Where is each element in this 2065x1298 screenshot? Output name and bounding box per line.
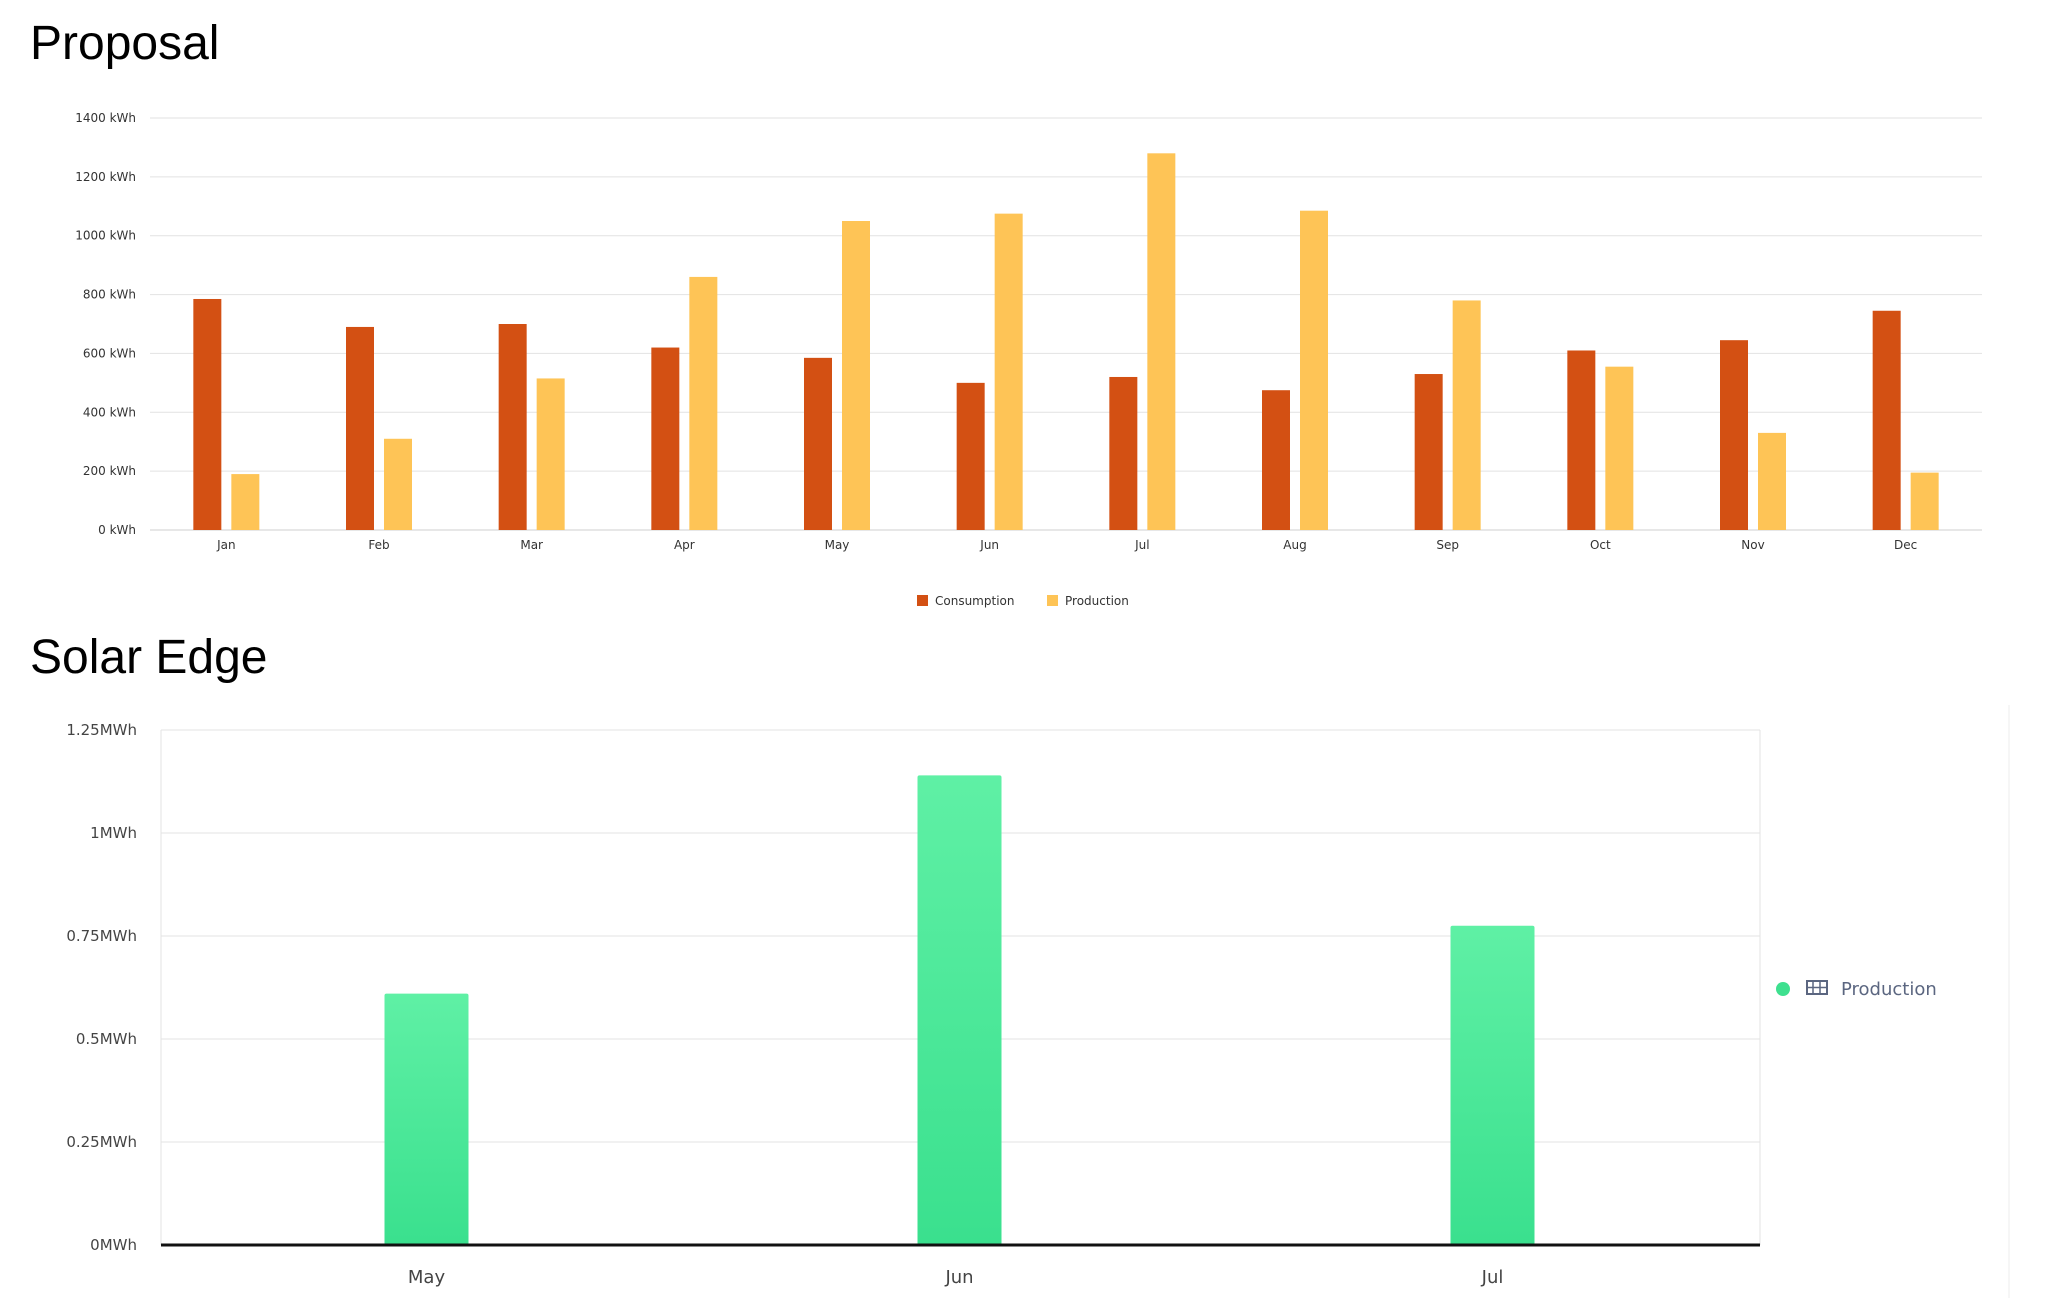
bar-consumption-dec (1872, 310, 1901, 530)
y-tick-label: 0.5MWh (76, 1030, 137, 1048)
x-tick-label: Dec (1894, 538, 1917, 552)
x-tick-label: Apr (674, 538, 695, 552)
y-tick-label: 0 kWh (98, 523, 136, 537)
bar-consumption-apr (651, 347, 680, 530)
bar-production-mar (536, 378, 565, 530)
legend-swatch-production (1047, 595, 1058, 606)
bar-consumption-aug (1262, 390, 1290, 530)
y-tick-label: 0.75MWh (66, 927, 137, 945)
y-tick-label: 200 kWh (83, 464, 136, 478)
bar-consumption-jan (193, 298, 222, 530)
bar-production-sep (1452, 300, 1481, 530)
x-tick-label: Jun (944, 1267, 973, 1288)
bar-production-jul (1450, 925, 1535, 1245)
bar-consumption-jul (1109, 376, 1138, 530)
y-tick-label: 1MWh (90, 824, 137, 842)
x-tick-label: Sep (1436, 538, 1459, 552)
legend-dot-production[interactable] (1776, 982, 1790, 996)
bar-production-jul (1147, 153, 1176, 531)
y-tick-label: 600 kWh (83, 346, 136, 360)
x-tick-label: Oct (1590, 538, 1611, 552)
solar-panel-icon (1806, 980, 1828, 995)
legend-label-production[interactable]: Production (1841, 979, 1937, 1000)
x-tick-label: Feb (368, 538, 389, 552)
chart-title-proposal: Proposal (30, 17, 220, 70)
y-tick-label: 1200 kWh (75, 170, 136, 184)
legend-label-production: Production (1065, 594, 1129, 608)
bar-consumption-feb (346, 326, 374, 530)
x-tick-label: May (408, 1267, 446, 1288)
bar-production-dec (1910, 472, 1939, 530)
bar-consumption-may (804, 357, 832, 530)
x-tick-label: Jul (1134, 538, 1149, 552)
bar-consumption-mar (498, 324, 527, 530)
y-tick-label: 1400 kWh (75, 111, 136, 125)
bar-production-may (384, 993, 469, 1245)
bar-production-may (842, 221, 870, 530)
bar-production-feb (384, 438, 412, 530)
x-tick-label: Nov (1741, 538, 1764, 552)
bar-consumption-jun (956, 382, 985, 530)
bar-production-apr (689, 276, 718, 530)
x-tick-label: Aug (1283, 538, 1306, 552)
bar-consumption-sep (1414, 374, 1443, 530)
chart-title-solar-edge: Solar Edge (30, 631, 268, 684)
bar-production-jun (994, 213, 1023, 530)
bar-production-aug (1300, 210, 1328, 530)
y-tick-label: 0.25MWh (66, 1133, 137, 1151)
y-tick-label: 1.25MWh (66, 721, 137, 739)
solar-edge-chart: 0MWh 0.25MWh 0.5MWh 0.75MWh 1MWh 1.25MWh May Ju… (66, 705, 2010, 1298)
y-tick-label: 400 kWh (83, 405, 136, 419)
y-tick-label: 800 kWh (83, 288, 136, 302)
x-tick-label: Mar (520, 538, 543, 552)
x-tick-label: Jun (979, 538, 999, 552)
x-tick-label: Jan (216, 538, 236, 552)
bar-production-nov (1758, 432, 1786, 530)
proposal-chart: 0 kWh 200 kWh 400 kWh 600 kWh 800 kWh 1000 kW… (75, 111, 1982, 608)
x-tick-label: May (825, 538, 850, 552)
y-tick-label: 0MWh (90, 1236, 137, 1254)
legend-swatch-consumption (917, 595, 928, 606)
bar-production-jan (231, 474, 260, 530)
bar-production-oct (1605, 366, 1634, 530)
x-tick-label: Jul (1481, 1267, 1504, 1288)
bar-consumption-nov (1720, 340, 1748, 530)
y-tick-label: 1000 kWh (75, 229, 136, 243)
legend-label-consumption: Consumption (935, 594, 1014, 608)
bar-production-jun (917, 775, 1002, 1245)
bar-consumption-oct (1567, 350, 1596, 530)
